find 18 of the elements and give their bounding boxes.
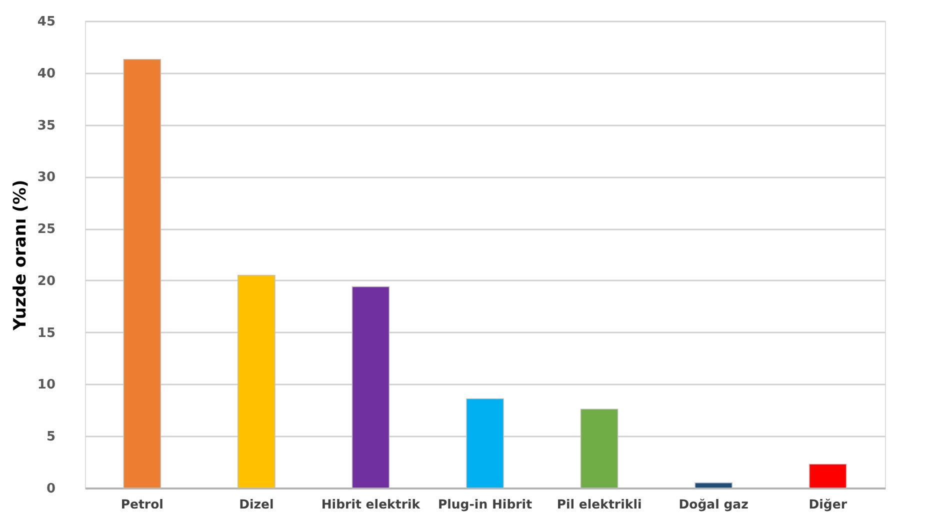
y-tick-label: 5 (46, 430, 56, 445)
y-tick-label: 30 (37, 170, 56, 186)
y-axis-title: Yuzde oranı (%) (10, 180, 30, 332)
y-tick-label: 40 (37, 66, 56, 82)
y-tick-label: 15 (37, 326, 56, 341)
x-tick-label: Dizel (239, 496, 274, 512)
x-tick-label: Hibrit elektrik (321, 496, 421, 512)
y-tick-label: 10 (37, 378, 56, 393)
y-tick-label: 35 (37, 118, 56, 134)
x-tick-label: Diğer (808, 496, 848, 512)
y-tick-label: 45 (37, 14, 56, 30)
y-tick-label: 20 (37, 274, 56, 289)
x-tick-label: Pil elektrikli (556, 496, 642, 512)
x-tick-label: Petrol (120, 496, 164, 512)
y-tick-label: 0 (46, 482, 56, 496)
x-tick-label: Doğal gaz (678, 496, 748, 512)
x-tick-label: Plug-in Hibrit (438, 496, 532, 512)
y-tick-label: 25 (37, 222, 56, 238)
